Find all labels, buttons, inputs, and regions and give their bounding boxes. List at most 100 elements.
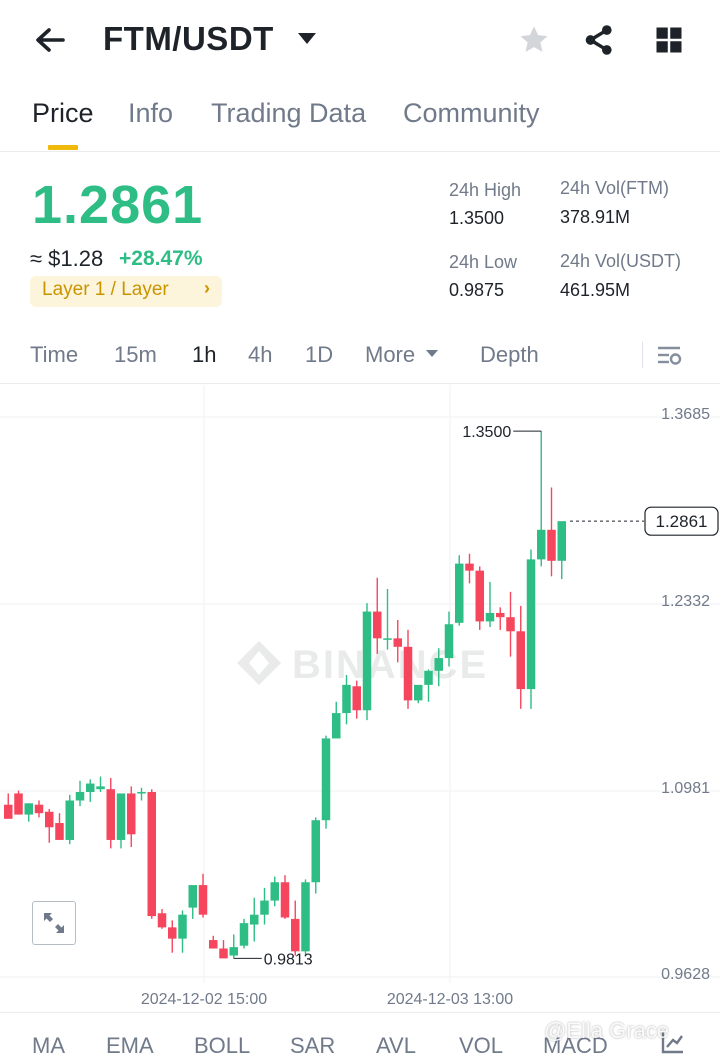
x-tick-label: 2024-12-03 13:00 bbox=[387, 991, 513, 1008]
candle-body bbox=[168, 927, 177, 939]
header: FTM/USDT bbox=[0, 0, 720, 80]
candle-body bbox=[465, 563, 474, 571]
candle-body bbox=[455, 563, 464, 623]
tab-bar: Price Info Trading Data Community bbox=[0, 92, 720, 152]
interval-time[interactable]: Time bbox=[30, 342, 79, 367]
high-label: 24h High bbox=[449, 180, 522, 200]
candle-body bbox=[485, 612, 495, 622]
interval-1d[interactable]: 1D bbox=[305, 342, 334, 367]
tab-price[interactable]: Price bbox=[32, 98, 94, 128]
binance-logo-icon bbox=[237, 641, 281, 685]
candle-body bbox=[403, 646, 413, 701]
candle-body bbox=[34, 804, 44, 814]
candle-body bbox=[434, 658, 443, 671]
candle-body bbox=[506, 617, 515, 632]
indicator-ema[interactable]: EMA bbox=[106, 1033, 154, 1054]
back-arrow-icon bbox=[36, 28, 65, 52]
candle-body bbox=[393, 638, 402, 647]
candle-body bbox=[475, 570, 484, 622]
candle-body bbox=[280, 882, 290, 918]
tab-info[interactable]: Info bbox=[128, 98, 174, 128]
candle-body bbox=[86, 783, 95, 793]
interval-more-label: More bbox=[365, 342, 416, 367]
caret-down-icon[interactable] bbox=[296, 30, 318, 51]
candle-body bbox=[424, 670, 433, 685]
star-icon bbox=[520, 26, 548, 52]
divider bbox=[642, 342, 643, 368]
candle-body bbox=[373, 611, 382, 639]
candle-body bbox=[24, 803, 33, 815]
settings-sliders-icon bbox=[658, 346, 682, 365]
interval-15m[interactable]: 15m bbox=[114, 342, 157, 367]
low-label: 24h Low bbox=[449, 252, 518, 272]
candle-body bbox=[137, 792, 146, 794]
candle-body bbox=[260, 900, 269, 915]
depth-tab[interactable]: Depth bbox=[480, 342, 539, 367]
candle-body bbox=[526, 559, 536, 690]
candle-body bbox=[127, 793, 136, 835]
share-button[interactable] bbox=[579, 20, 619, 60]
category-tag[interactable]: Layer 1 / Layer › bbox=[30, 276, 222, 307]
volume-quote-label: 24h Vol(USDT) bbox=[560, 251, 682, 271]
chart-watermark: BINANCE bbox=[292, 643, 488, 687]
candle-body bbox=[537, 529, 546, 560]
chevron-right-icon: › bbox=[204, 278, 210, 298]
interval-more[interactable]: More bbox=[365, 342, 439, 368]
back-button[interactable] bbox=[30, 22, 70, 58]
price-change-percent: +28.47% bbox=[119, 247, 203, 270]
volume-quote-value: 461.95M bbox=[560, 280, 631, 300]
grid-menu-button[interactable] bbox=[649, 20, 689, 60]
last-price: 1.2861 bbox=[32, 175, 204, 235]
candle-body bbox=[239, 923, 249, 946]
candle-body bbox=[311, 820, 320, 883]
favorite-button[interactable] bbox=[514, 20, 554, 60]
user-watermark: @Ella Grace bbox=[544, 1018, 670, 1043]
share-icon bbox=[585, 25, 612, 55]
candle-body bbox=[414, 684, 423, 701]
indicator-vol[interactable]: VOL bbox=[459, 1033, 504, 1054]
tab-trading-data[interactable]: Trading Data bbox=[211, 98, 367, 128]
candle-body bbox=[352, 686, 361, 711]
candle-body bbox=[332, 713, 341, 739]
candle-body bbox=[147, 792, 156, 917]
caret-down-icon bbox=[426, 350, 439, 357]
candlestick-chart[interactable]: BINANCE 1.3685 1.2332 1.0981 0.9628 2024-12-… bbox=[0, 385, 720, 1010]
volume-base-value: 378.91M bbox=[560, 207, 631, 227]
candle-body bbox=[106, 789, 115, 840]
chart-draw-icon bbox=[661, 1032, 683, 1054]
expand-icon bbox=[44, 913, 64, 933]
interval-4h[interactable]: 4h bbox=[248, 342, 273, 367]
candle-body bbox=[547, 529, 556, 561]
indicator-macd[interactable]: MACD bbox=[543, 1033, 608, 1054]
pair-title[interactable]: FTM/USDT bbox=[103, 20, 274, 57]
candle-body bbox=[75, 792, 85, 801]
fullscreen-button[interactable] bbox=[32, 901, 76, 945]
candle-body bbox=[198, 885, 208, 915]
high-marker-label: 1.3500 bbox=[462, 424, 511, 441]
candle-body bbox=[55, 823, 64, 840]
tab-community[interactable]: Community bbox=[403, 98, 540, 128]
indicator-ma[interactable]: MA bbox=[32, 1033, 65, 1054]
candle-body bbox=[321, 738, 331, 821]
volume-base-label: 24h Vol(FTM) bbox=[560, 178, 670, 198]
low-value: 0.9875 bbox=[449, 280, 505, 300]
candle-body bbox=[229, 947, 238, 956]
y-tick-label: 0.9628 bbox=[661, 966, 710, 983]
interval-1h[interactable]: 1h bbox=[192, 342, 217, 367]
drawing-tool-button[interactable] bbox=[660, 1029, 686, 1054]
low-marker-label: 0.9813 bbox=[264, 951, 313, 968]
last-price-label: 1.2861 bbox=[656, 512, 708, 531]
indicator-boll[interactable]: BOLL bbox=[194, 1033, 251, 1054]
indicator-avl[interactable]: AVL bbox=[376, 1033, 416, 1054]
candle-body bbox=[496, 612, 505, 618]
chart-settings-button[interactable] bbox=[654, 340, 690, 372]
candle-body bbox=[188, 885, 197, 908]
grid-icon bbox=[656, 27, 682, 53]
candle-body bbox=[178, 914, 187, 939]
binance-logo-watermark: BINANCE bbox=[237, 641, 488, 687]
high-value: 1.3500 bbox=[449, 208, 505, 228]
candle-body bbox=[96, 786, 105, 790]
candle-body bbox=[45, 811, 54, 828]
candle-body bbox=[342, 684, 351, 714]
indicator-sar[interactable]: SAR bbox=[290, 1033, 336, 1054]
